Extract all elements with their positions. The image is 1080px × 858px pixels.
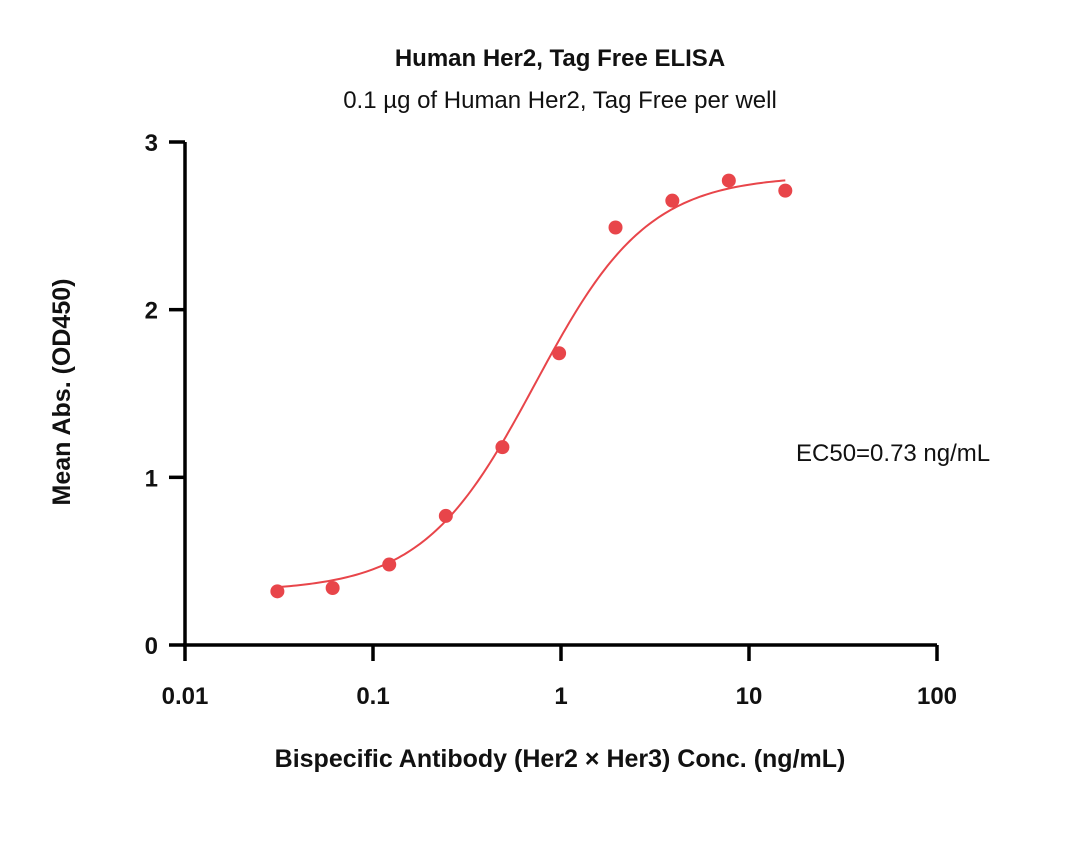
x-axis-ticks: 0.01 0.1 1 10 100: [162, 645, 957, 710]
data-point: [495, 440, 510, 455]
y-tick-label: 1: [145, 465, 158, 492]
x-tick-label: 0.01: [162, 683, 209, 710]
data-point: [325, 580, 340, 595]
y-axis-ticks: 0 1 2 3: [145, 130, 185, 660]
y-tick-label: 3: [145, 130, 158, 157]
plot-area: [270, 173, 793, 599]
data-point: [382, 557, 397, 572]
data-point: [270, 584, 285, 599]
data-point: [778, 183, 793, 198]
x-tick-label: 1: [554, 683, 567, 710]
x-axis-label: Bispecific Antibody (Her2 × Her3) Conc. …: [275, 745, 846, 773]
data-point: [665, 193, 680, 208]
x-tick-label: 10: [736, 683, 763, 710]
y-tick-label: 0: [145, 633, 158, 660]
data-point: [608, 220, 623, 235]
data-point: [438, 508, 453, 523]
x-tick-label: 100: [917, 683, 957, 710]
data-point: [721, 173, 736, 188]
ec50-annotation: EC50=0.73 ng/mL: [796, 440, 990, 467]
fit-curve: [277, 179, 786, 589]
chart-subtitle: 0.1 µg of Human Her2, Tag Free per well: [343, 87, 777, 114]
chart-title: Human Her2, Tag Free ELISA: [395, 45, 725, 72]
x-tick-label: 0.1: [356, 683, 389, 710]
data-point: [552, 346, 567, 361]
y-axis-label: Mean Abs. (OD450): [48, 279, 76, 506]
y-tick-label: 2: [145, 298, 158, 325]
